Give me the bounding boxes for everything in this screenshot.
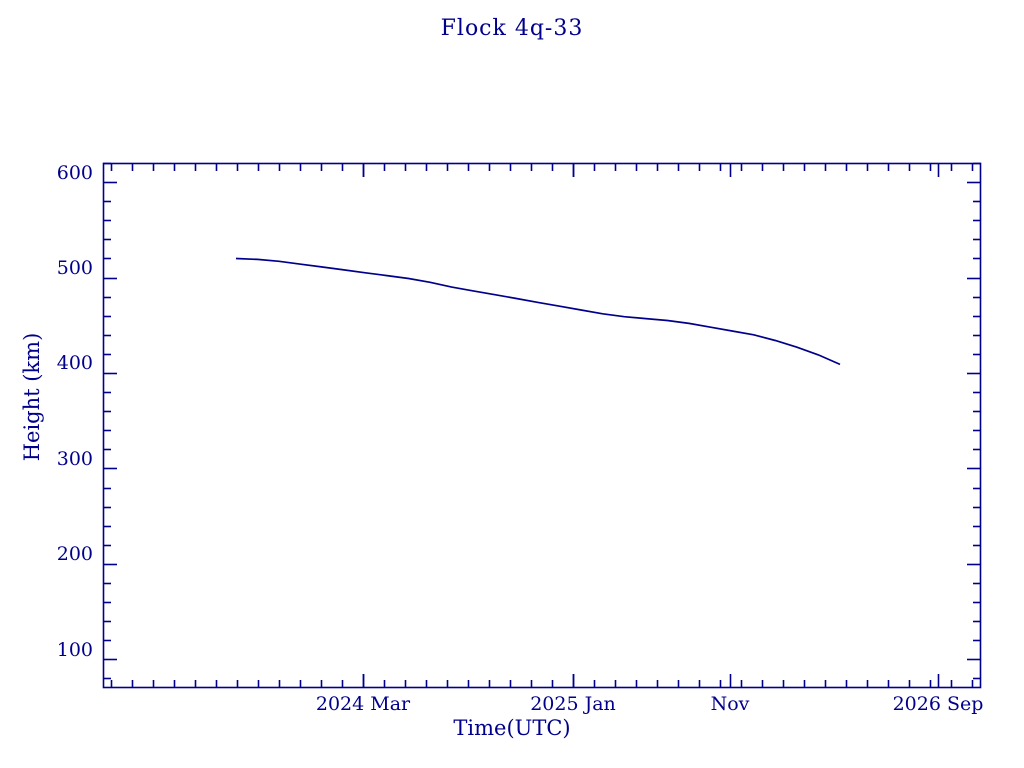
x-tick-label-nov: Nov bbox=[710, 693, 750, 715]
y-tick-label-600: 600 bbox=[56, 162, 93, 184]
y-tick-label-500: 500 bbox=[56, 257, 93, 279]
x-tick-label-2026-sep: 2026 Sep bbox=[892, 693, 984, 715]
plot-frame bbox=[102, 162, 982, 689]
axis-ticks bbox=[103, 162, 981, 688]
y-tick-label-300: 300 bbox=[56, 448, 93, 470]
x-axis-title: Time(UTC) bbox=[453, 716, 571, 740]
y-tick-label-200: 200 bbox=[56, 543, 93, 565]
data-series-line bbox=[235, 257, 841, 366]
y-tick-label-100: 100 bbox=[56, 639, 93, 661]
page-title: Flock 4q-33 bbox=[440, 16, 584, 41]
x-tick-label-2025-jan: 2025 Jan bbox=[530, 693, 616, 715]
x-tick-label-2024-mar: 2024 Mar bbox=[315, 693, 411, 715]
y-tick-label-400: 400 bbox=[56, 352, 93, 374]
